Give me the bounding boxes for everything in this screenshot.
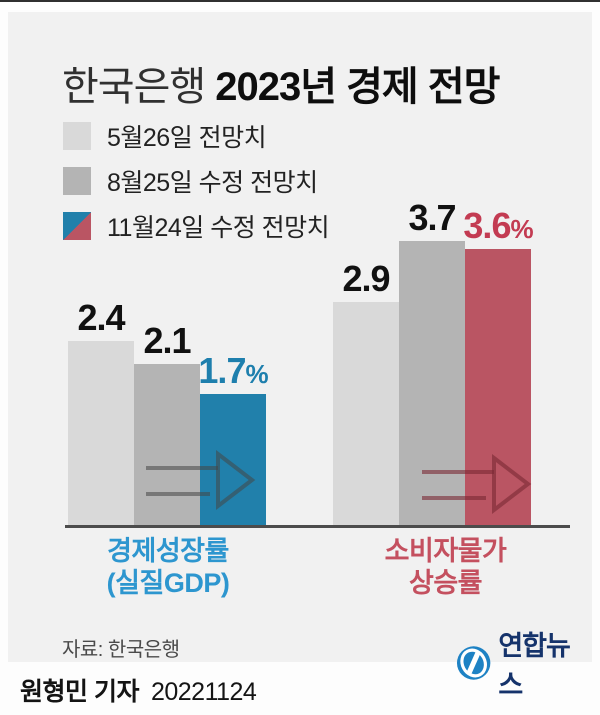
- bar-cpi-series2: 3.7: [399, 197, 465, 525]
- yonhap-emblem-icon: [456, 646, 491, 680]
- bar-value-label: 1.7%: [198, 350, 268, 391]
- legend-label-august: 8월25일 수정 전망치: [107, 169, 318, 197]
- legend-item-may: 5월26일 전망치: [63, 122, 329, 152]
- infographic-card: 한국은행 2023년 경제 전망 5월26일 전망치 8월25일 수정 전망치 1…: [8, 12, 592, 700]
- chart-baseline: [65, 525, 570, 528]
- legend-swatch-august: [63, 167, 91, 195]
- category-label-gdp-line2: (실질GDP): [106, 567, 230, 598]
- page-title: 한국은행 2023년 경제 전망: [62, 54, 500, 112]
- title-prefix: 한국은행: [62, 65, 206, 109]
- yonhap-logo-text: 연합뉴스: [498, 631, 571, 700]
- legend-item-november: 11월24일 수정 전망치: [63, 212, 330, 242]
- bar-value-label: 3.7: [408, 197, 456, 238]
- category-label-cpi: 소비자물가 상승률: [333, 536, 558, 600]
- bar-gdp-series1: 2.4: [68, 297, 134, 525]
- bar-value-label: 3.6%: [463, 205, 533, 246]
- title-main: 2023년 경제 전망: [215, 65, 500, 109]
- legend: 5월26일 전망치 8월25일 수정 전망치 11월24일 수정 전망치: [63, 122, 330, 257]
- bar-chart: 2.4 2.1 1.7% 2.9 3.7 3.6%: [8, 12, 600, 528]
- bar-group-gdp-growth: 2.4 2.1 1.7%: [68, 297, 269, 525]
- category-label-cpi-line1: 소비자물가: [384, 536, 507, 566]
- bar-value-label: 2.1: [143, 320, 191, 361]
- category-label-gdp-growth: 경제성장률 (실질GDP): [68, 536, 268, 600]
- legend-swatch-may: [63, 122, 91, 150]
- legend-label-november: 11월24일 수정 전망치: [107, 214, 330, 242]
- yonhap-logo: 연합뉴스: [456, 624, 592, 702]
- trend-arrow-icon-cpi: [422, 453, 532, 515]
- reporter-name: 원형민 기자: [20, 678, 139, 706]
- bar-group-cpi: 2.9 3.7 3.6%: [333, 197, 534, 525]
- bar-cpi-series1: 2.9: [333, 258, 399, 525]
- category-label-gdp-line1: 경제성장률: [107, 536, 229, 566]
- credit-date: 20221124: [150, 678, 257, 706]
- credit-line: 원형민 기자 20221124: [20, 672, 257, 708]
- category-label-cpi-line2: 상승률: [408, 567, 483, 598]
- bar-value-label: 2.4: [77, 297, 125, 338]
- trend-arrow-icon-gdp: [146, 449, 256, 511]
- bar-gdp-series3: 1.7%: [198, 350, 269, 525]
- source-text: 자료: 한국은행: [62, 639, 180, 661]
- top-accent-border: [0, 0, 600, 2]
- bar-value-label: 2.9: [342, 258, 390, 299]
- legend-label-may: 5월26일 전망치: [107, 124, 267, 152]
- legend-item-august: 8월25일 수정 전망치: [63, 167, 329, 197]
- bar-gdp-series2: 2.1: [134, 320, 200, 525]
- legend-swatch-november: [63, 212, 91, 240]
